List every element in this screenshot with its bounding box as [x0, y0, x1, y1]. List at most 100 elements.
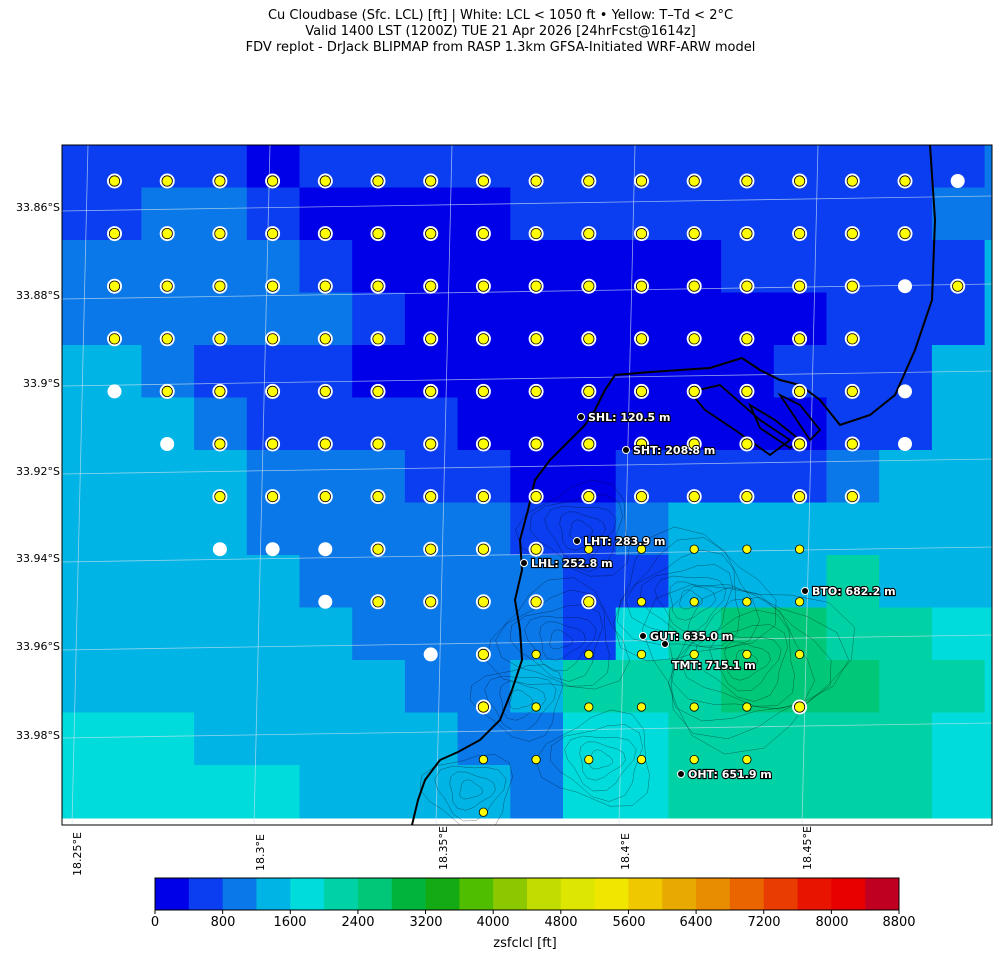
lat-tick-label: 33.86°S — [16, 201, 60, 214]
contour-line — [654, 575, 727, 632]
grid-cell — [88, 607, 143, 661]
humid-marker — [583, 490, 595, 503]
humid-marker — [636, 597, 647, 607]
humid-marker — [266, 175, 279, 187]
grid-cell — [879, 502, 933, 556]
grid-cell — [826, 555, 881, 609]
title-line-2: Valid 1400 LST (1200Z) TUE 21 Apr 2026 [… — [305, 24, 696, 39]
contour-line — [509, 689, 533, 710]
humid-marker — [319, 280, 331, 292]
colorbar-tick: 4800 — [544, 915, 578, 930]
humid-marker — [793, 385, 806, 397]
lcl-low-marker — [160, 437, 175, 451]
colorbar-segment — [763, 878, 799, 910]
lcl-low-marker — [898, 279, 912, 294]
lon-tick-label: 18.4°E — [619, 833, 632, 870]
contour-line — [709, 635, 782, 692]
station-label: GUT: 635.0 m — [650, 630, 733, 643]
title-line-3: FDV replot - DrJack BLIPMAP from RASP 1.… — [245, 40, 756, 55]
map-area — [62, 145, 992, 825]
grid-cell — [194, 555, 248, 609]
colorbar-tick: 5600 — [612, 915, 646, 930]
grid-cell — [62, 555, 90, 609]
graticule — [62, 145, 992, 825]
colorbar-tick: 3200 — [409, 915, 443, 930]
grid-cell — [299, 660, 354, 714]
humid-marker — [689, 544, 699, 554]
lon-gridline — [618, 145, 636, 825]
contour-line — [549, 724, 643, 802]
humid-marker — [214, 228, 226, 240]
colorbar-segment — [324, 878, 359, 910]
grid-cell — [879, 765, 933, 819]
humid-marker — [477, 701, 489, 713]
grid-cell — [984, 712, 992, 766]
contour-line — [486, 577, 630, 690]
grid-cell — [510, 765, 564, 819]
colorbar-frame — [154, 877, 900, 911]
station-layer: SHL: 120.5 m SHT: 208.8 m LHT: 283.9 m LHL:… — [520, 410, 897, 782]
colorbar-title: zsfclcl [ft] — [493, 936, 557, 951]
humid-marker — [583, 228, 595, 240]
grid-cell — [931, 292, 986, 346]
humid-marker — [477, 175, 489, 187]
lcl-low-marker — [898, 384, 912, 399]
humid-marker — [794, 597, 805, 607]
humid-marker — [794, 544, 805, 554]
humid-marker — [161, 228, 173, 240]
grid-cell — [246, 607, 301, 661]
colorbar-segment — [391, 878, 427, 910]
humid-marker — [530, 490, 542, 503]
grid-cell — [246, 555, 301, 609]
grid-cell — [879, 450, 933, 504]
humid-marker — [425, 490, 437, 503]
grid-cell — [88, 502, 143, 556]
humid-marker — [584, 649, 594, 660]
grid-cell — [141, 450, 196, 504]
lat-tick-label: 33.96°S — [16, 640, 60, 653]
title-line-1: Cu Cloudbase (Sfc. LCL) [ft] | White: LC… — [267, 8, 734, 23]
station-dot — [661, 640, 669, 648]
contour-line — [469, 664, 563, 742]
lcl-low-marker — [898, 437, 912, 451]
grid-cell — [984, 450, 992, 504]
humid-marker — [530, 385, 542, 397]
lon-gridline — [253, 145, 271, 825]
humid-marker — [846, 228, 858, 240]
grid-cell — [615, 765, 670, 819]
lat-gridline — [62, 370, 992, 387]
humid-marker — [425, 280, 437, 292]
grid-cell — [404, 712, 459, 766]
contour-line — [529, 494, 623, 572]
humid-marker — [530, 596, 542, 608]
colorbar-tick: 2400 — [341, 915, 375, 930]
contour-line — [579, 741, 626, 781]
grid-cell — [984, 345, 992, 399]
colorbar-segment — [290, 878, 325, 910]
contour-line — [569, 519, 593, 540]
grid-cell — [141, 502, 196, 556]
humid-marker — [214, 385, 226, 397]
grid-cell — [879, 660, 933, 714]
humid-marker — [688, 333, 700, 345]
contour-line — [669, 581, 716, 621]
humid-marker — [846, 385, 858, 397]
humid-marker — [161, 175, 173, 187]
humid-marker — [846, 333, 858, 345]
grid-cell — [984, 240, 992, 294]
grid-cell — [826, 765, 881, 819]
grid-cell — [931, 765, 986, 819]
humid-marker — [531, 702, 541, 712]
humid-marker — [108, 333, 121, 345]
colorbar-segment — [155, 878, 190, 910]
lcl-low-marker — [318, 542, 333, 557]
colorbar-segment — [256, 878, 291, 910]
colorbar-segment — [594, 878, 629, 910]
humid-marker — [688, 228, 700, 240]
lcl-low-marker — [318, 594, 333, 609]
humid-marker — [846, 490, 858, 503]
lon-tick-label: 18.35°E — [437, 826, 450, 870]
humid-marker — [477, 333, 489, 345]
colorbar-segment — [797, 878, 832, 910]
